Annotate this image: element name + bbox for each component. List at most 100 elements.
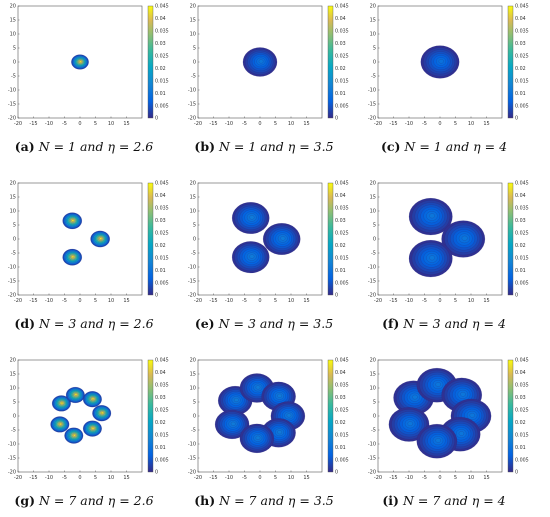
- x-tick-label: -10: [45, 121, 53, 127]
- blob-5-contour-8: [407, 421, 413, 426]
- blob-7-contour-8: [255, 435, 261, 440]
- colorbar-tick-label: 0.015: [335, 432, 349, 438]
- panel-caption-text: N = 1 and η = 4: [403, 139, 507, 154]
- y-tick-label: -5: [371, 251, 376, 257]
- y-tick-label: -5: [11, 74, 16, 80]
- x-tick-label: -5: [242, 298, 247, 304]
- plot-area: [17, 359, 143, 473]
- y-tick-label: 20: [10, 358, 16, 364]
- y-tick-label: -15: [368, 456, 376, 462]
- x-tick-label: 15: [483, 298, 489, 304]
- x-tick-label: -15: [209, 121, 217, 127]
- x-tick-label: -15: [389, 475, 397, 481]
- colorbar-tick-label: 0.015: [515, 432, 529, 438]
- colorbar-tick-label: 0.005: [155, 280, 169, 286]
- y-tick-label: -10: [188, 265, 196, 271]
- y-tick-label: 10: [190, 209, 196, 215]
- panel-label: (h): [194, 493, 215, 508]
- y-tick-label: 0: [193, 60, 196, 66]
- colorbar-tick-label: 0.01: [335, 445, 346, 451]
- y-tick-label: 5: [373, 400, 376, 406]
- y-tick-label: -15: [368, 279, 376, 285]
- colorbar-tick-label: 0.025: [515, 53, 529, 59]
- colorbar-tick-label: 0.015: [515, 255, 529, 261]
- y-tick-label: 20: [190, 358, 196, 364]
- panel-label: (c): [381, 139, 400, 154]
- x-tick-label: -10: [225, 121, 233, 127]
- colorbar: [507, 359, 514, 473]
- x-tick-label: 15: [123, 298, 129, 304]
- panel-label: (g): [14, 493, 35, 508]
- panel-d: -20 -15 -10 -5 0 5 10 15 20 15 10 5 0 -5 -10 -15 -20 0.04…: [8, 181, 169, 331]
- x-tick-label: -5: [242, 475, 247, 481]
- colorbar-tick-label: 0.025: [335, 407, 349, 413]
- panel-h: -20 -15 -10 -5 0 5 10 15 20 15 10 5 0 -5 -10 -15 -20 0.04…: [188, 358, 349, 508]
- x-tick-label: 0: [78, 121, 81, 127]
- panel-b: -20 -15 -10 -5 0 5 10 15 20 15 10 5 0 -5 -10 -15 -20 0.04…: [188, 4, 349, 154]
- colorbar-tick-label: 0.02: [515, 243, 526, 249]
- colorbar-tick-label: 0.025: [155, 53, 169, 59]
- density-blobs: [50, 386, 112, 444]
- colorbar-tick-label: 0: [515, 293, 518, 299]
- y-tick-label: -10: [368, 442, 376, 448]
- y-tick-label: 10: [370, 386, 376, 392]
- blob-3-contour-8: [460, 392, 466, 397]
- blob-1-contour-8: [234, 398, 239, 402]
- x-tick-label: -20: [374, 475, 382, 481]
- x-tick-label: 10: [468, 121, 474, 127]
- y-tick-label: -20: [188, 470, 196, 476]
- x-tick-label: -5: [62, 475, 67, 481]
- panel-caption-text: N = 7 and η = 4: [402, 493, 506, 508]
- x-tick-label: -20: [374, 298, 382, 304]
- x-tick-label: -5: [62, 298, 67, 304]
- y-tick-label: -15: [188, 102, 196, 108]
- x-tick-label: 5: [274, 475, 277, 481]
- blob-6-contour-8: [458, 431, 465, 436]
- y-tick-label: -10: [8, 265, 16, 271]
- colorbar-tick-label: 0.01: [515, 445, 526, 451]
- y-tick-label: 15: [10, 195, 16, 201]
- x-tick-label: 10: [108, 121, 114, 127]
- y-tick-label: -15: [368, 102, 376, 108]
- x-tick-label: -10: [405, 121, 413, 127]
- colorbar-tick-label: 0.035: [335, 29, 349, 35]
- x-tick-label: 15: [123, 475, 129, 481]
- colorbar-tick-label: 0.005: [335, 280, 349, 286]
- x-tick-label: 5: [94, 298, 97, 304]
- panel-caption-text: N = 3 and η = 4: [402, 316, 506, 331]
- colorbar-tick-label: 0.025: [335, 53, 349, 59]
- colorbar: [147, 5, 154, 119]
- colorbar-tick-label: 0.01: [155, 91, 166, 97]
- y-tick-label: 20: [370, 358, 376, 364]
- panel-label: (d): [14, 316, 35, 331]
- x-tick-label: 5: [454, 475, 457, 481]
- colorbar-tick-label: 0.02: [335, 243, 346, 249]
- panel-caption-text: N = 7 and η = 3.5: [218, 493, 334, 508]
- y-tick-label: 5: [193, 400, 196, 406]
- x-tick-label: 0: [258, 475, 261, 481]
- colorbar-tick-label: 0.02: [335, 420, 346, 426]
- colorbar-tick-label: 0.045: [155, 4, 169, 10]
- colorbar-tick-label: 0: [335, 293, 338, 299]
- panel-caption-text: N = 1 and η = 3.5: [218, 139, 334, 154]
- blob-4-contour-8: [469, 413, 475, 418]
- colorbar-tick-label: 0.005: [335, 103, 349, 109]
- y-tick-label: -20: [8, 470, 16, 476]
- colorbar-tick-label: 0.01: [515, 91, 526, 97]
- colorbar-tick-label: 0.02: [155, 243, 166, 249]
- plot-area: [197, 182, 323, 296]
- colorbar-tick-label: 0.01: [335, 91, 346, 97]
- colorbar: [507, 182, 514, 296]
- colorbar-tick-label: 0.005: [335, 457, 349, 463]
- colorbar-tick-label: 0.045: [515, 4, 529, 10]
- panel-caption: (h) N = 7 and η = 3.5: [194, 493, 334, 508]
- y-tick-label: 5: [13, 400, 16, 406]
- blob-3-contour-8: [71, 255, 75, 259]
- blob-2-contour-8: [255, 385, 261, 390]
- y-tick-label: 0: [373, 237, 376, 243]
- panel-caption: (b) N = 1 and η = 3.5: [194, 139, 333, 154]
- x-tick-label: 0: [438, 298, 441, 304]
- x-tick-label: -15: [209, 298, 217, 304]
- y-tick-label: -5: [11, 428, 16, 434]
- y-tick-label: 15: [370, 18, 376, 24]
